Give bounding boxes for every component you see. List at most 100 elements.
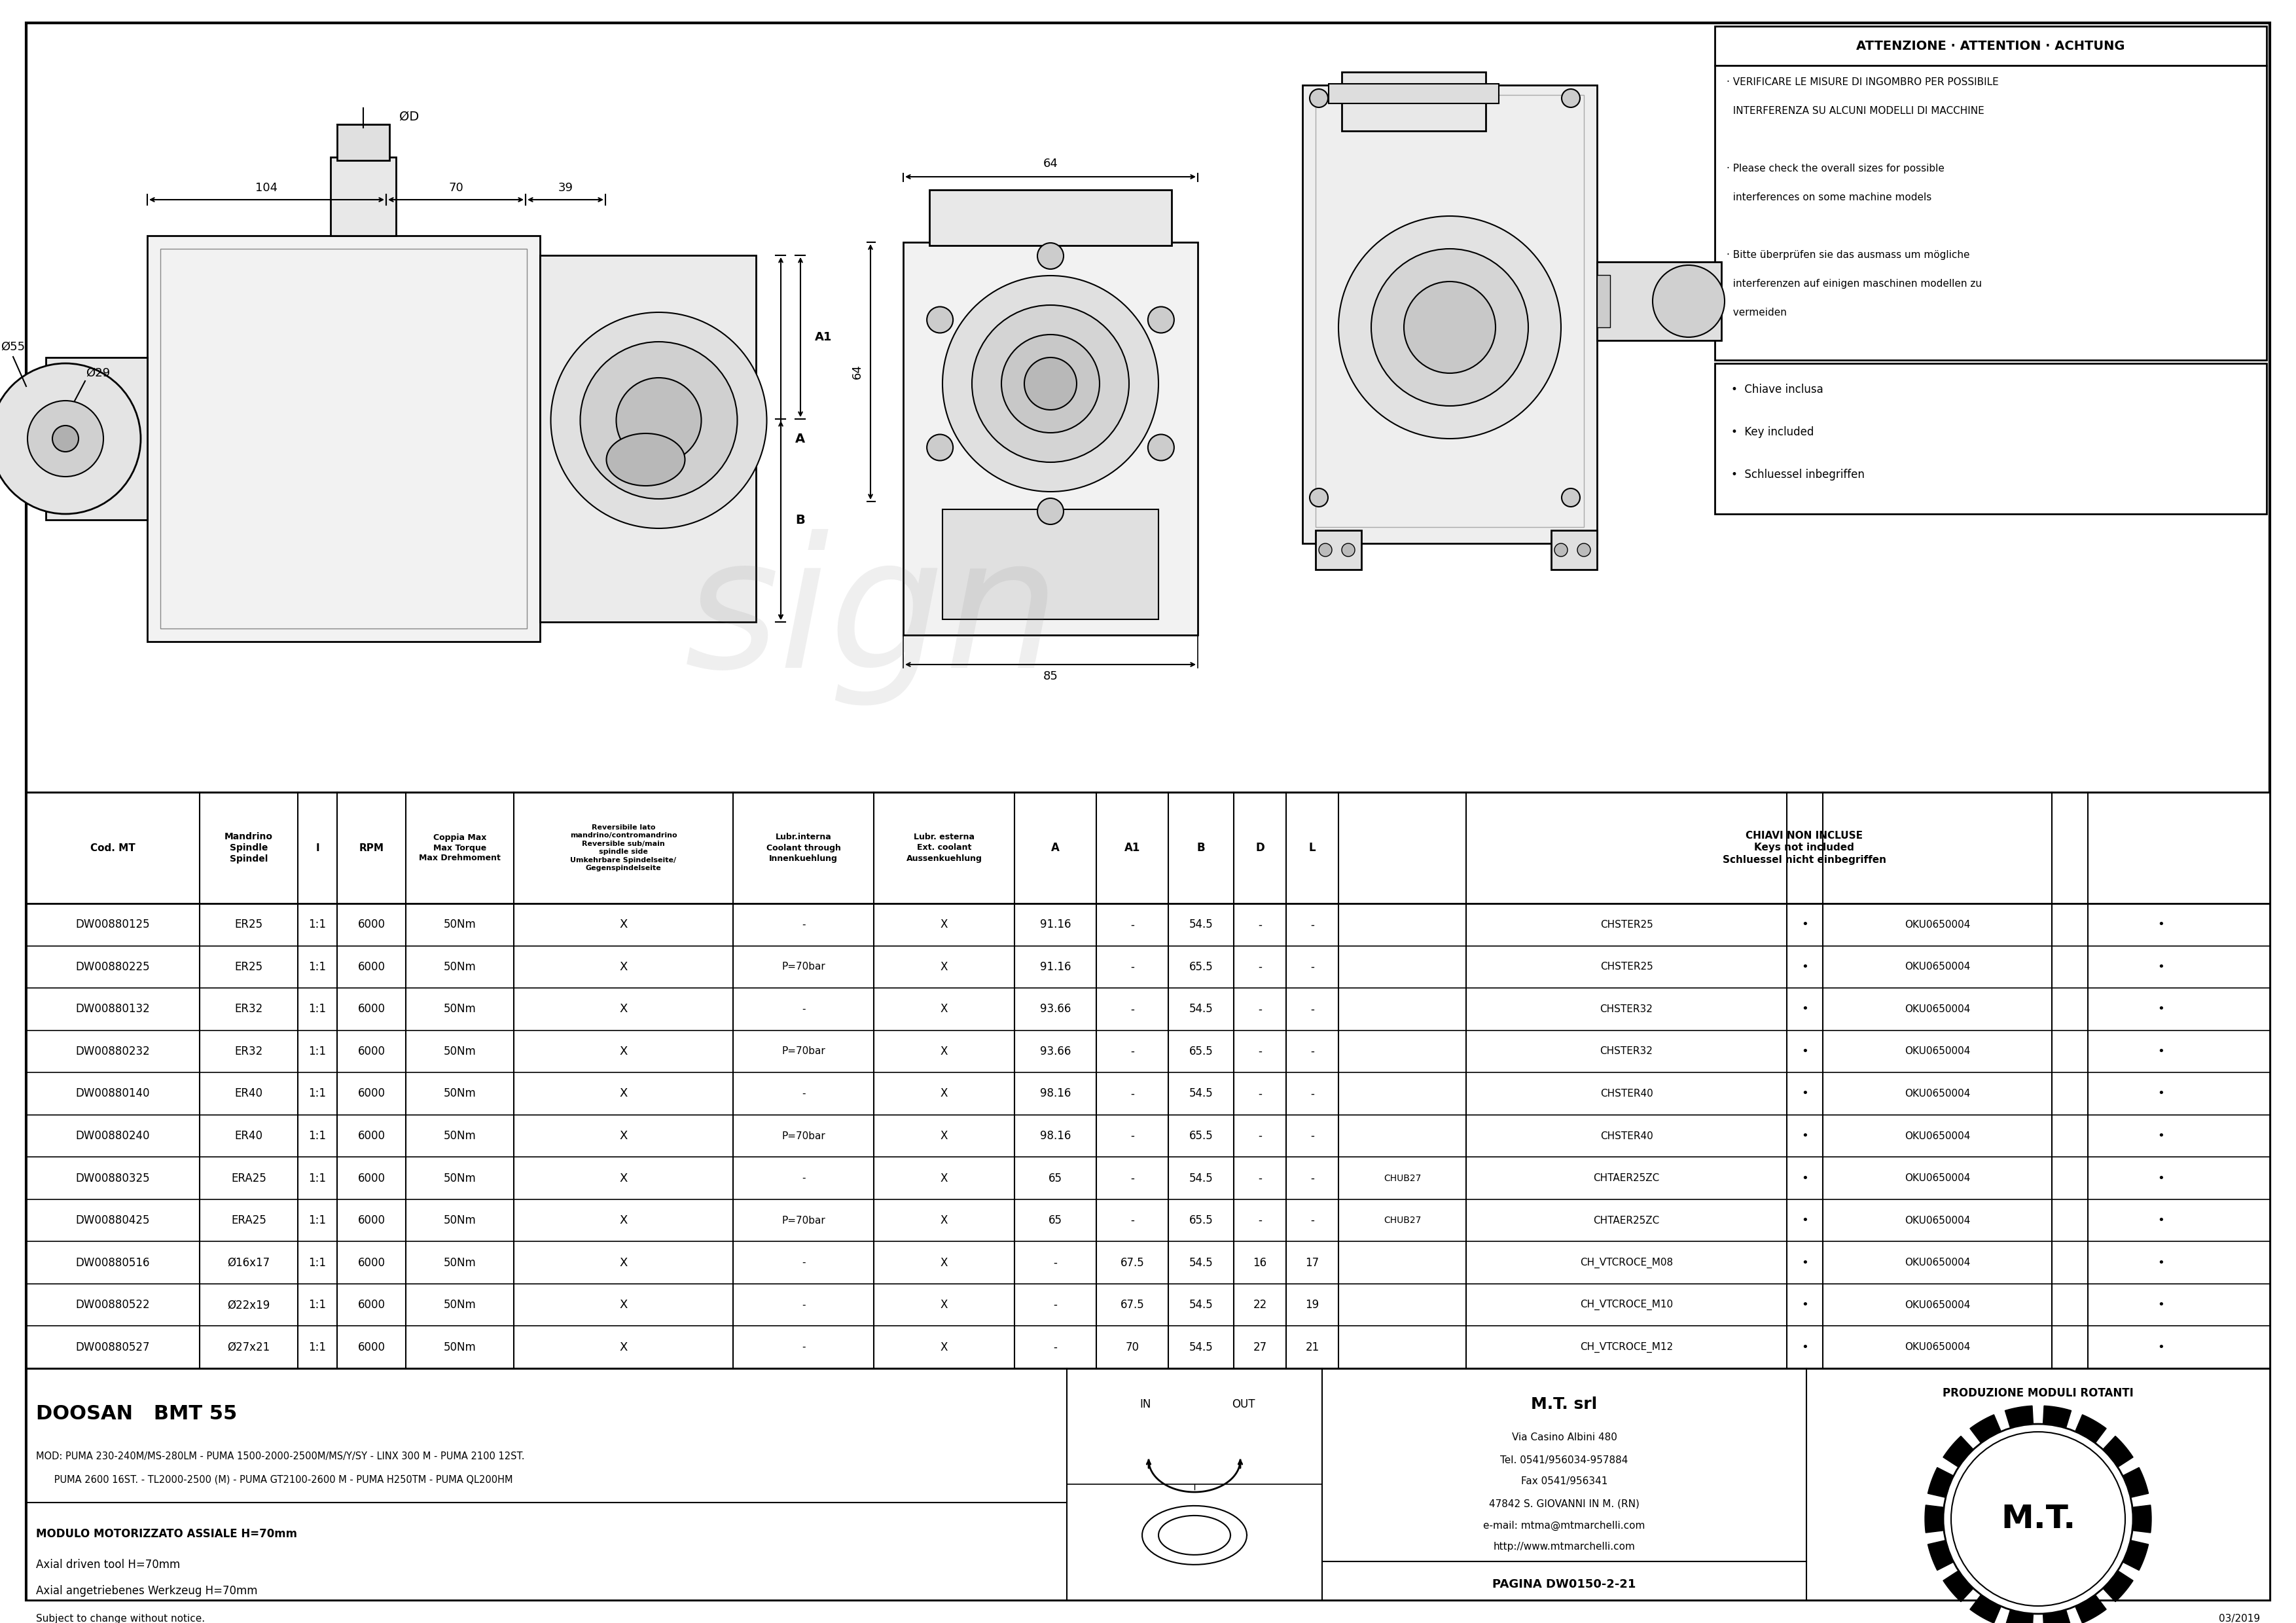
- Text: 6000: 6000: [358, 1045, 386, 1057]
- Text: CHSTER32: CHSTER32: [1600, 1005, 1653, 1014]
- Text: CHUB27: CHUB27: [1384, 1173, 1421, 1183]
- Text: -: -: [801, 1300, 806, 1310]
- Text: -: -: [1311, 1172, 1313, 1185]
- Text: •: •: [2158, 1256, 2165, 1269]
- Text: Ø16x17: Ø16x17: [227, 1256, 271, 1269]
- Polygon shape: [2133, 1505, 2151, 1532]
- Text: OKU0650004: OKU0650004: [1903, 1258, 1970, 1268]
- Polygon shape: [2004, 1406, 2034, 1428]
- Text: •: •: [1802, 1214, 1809, 1227]
- Text: ER40: ER40: [234, 1087, 262, 1099]
- Text: DW00880232: DW00880232: [76, 1045, 149, 1057]
- Text: 93.66: 93.66: [1040, 1003, 1070, 1014]
- Text: X: X: [620, 1045, 627, 1057]
- Text: -: -: [1311, 1214, 1313, 1227]
- Text: •: •: [2158, 1214, 2165, 1227]
- Text: P=70bar: P=70bar: [781, 1047, 824, 1057]
- Text: X: X: [941, 1341, 948, 1354]
- Text: A1: A1: [1125, 842, 1141, 854]
- Text: OKU0650004: OKU0650004: [1903, 1300, 1970, 1310]
- Text: A: A: [794, 432, 806, 445]
- Text: -: -: [1311, 1045, 1313, 1057]
- Text: D: D: [1256, 842, 1265, 854]
- Text: -: -: [1311, 1130, 1313, 1143]
- Text: CHSTER25: CHSTER25: [1600, 962, 1653, 972]
- Text: DW00880140: DW00880140: [76, 1087, 149, 1099]
- Text: OKU0650004: OKU0650004: [1903, 1216, 1970, 1225]
- Text: ER40: ER40: [234, 1130, 262, 1143]
- Text: Ø27x21: Ø27x21: [227, 1341, 271, 1354]
- Text: 1:1: 1:1: [308, 1172, 326, 1185]
- Circle shape: [1403, 281, 1495, 373]
- Text: -: -: [1054, 1298, 1058, 1311]
- Text: A1: A1: [815, 331, 831, 342]
- Text: 98.16: 98.16: [1040, 1087, 1070, 1099]
- Text: 54.5: 54.5: [1189, 1256, 1212, 1269]
- Text: -: -: [1311, 1087, 1313, 1099]
- Text: 1:1: 1:1: [308, 961, 326, 972]
- Text: -: -: [1258, 961, 1263, 972]
- Text: •: •: [1802, 961, 1809, 972]
- Text: L: L: [1309, 842, 1316, 854]
- Polygon shape: [1970, 1595, 2002, 1623]
- Text: DW00880132: DW00880132: [76, 1003, 149, 1014]
- Text: CHTAER25ZC: CHTAER25ZC: [1593, 1216, 1660, 1225]
- Text: 19: 19: [1306, 1298, 1320, 1311]
- Text: -: -: [1258, 1130, 1263, 1143]
- Text: -: -: [801, 1089, 806, 1099]
- Text: -: -: [1054, 1256, 1058, 1269]
- Text: -: -: [1258, 919, 1263, 930]
- Text: DW00880527: DW00880527: [76, 1341, 149, 1354]
- Text: 1:1: 1:1: [308, 1256, 326, 1269]
- Polygon shape: [2124, 1467, 2149, 1498]
- Polygon shape: [1942, 1571, 1972, 1602]
- Text: -: -: [1130, 1214, 1134, 1227]
- Text: X: X: [941, 1003, 948, 1014]
- Text: Cod. MT: Cod. MT: [90, 842, 135, 852]
- Circle shape: [928, 307, 953, 333]
- Text: -: -: [1130, 1003, 1134, 1014]
- Polygon shape: [1929, 1467, 1954, 1498]
- Text: OUT: OUT: [1233, 1399, 1256, 1410]
- Text: X: X: [941, 961, 948, 972]
- Text: 54.5: 54.5: [1189, 919, 1212, 930]
- Text: •: •: [2158, 1130, 2165, 1143]
- Text: 1:1: 1:1: [308, 1087, 326, 1099]
- Text: •: •: [1802, 1341, 1809, 1354]
- Text: •: •: [1802, 1298, 1809, 1311]
- Text: •: •: [1802, 1130, 1809, 1143]
- Text: vermeiden: vermeiden: [1727, 308, 1786, 318]
- Text: e-mail: mtma@mtmarchelli.com: e-mail: mtma@mtmarchelli.com: [1483, 1521, 1646, 1530]
- Text: 50Nm: 50Nm: [443, 1003, 475, 1014]
- Text: X: X: [620, 961, 627, 972]
- Text: Subject to change without notice.: Subject to change without notice.: [37, 1613, 204, 1623]
- Text: X: X: [941, 1256, 948, 1269]
- Circle shape: [28, 401, 103, 477]
- Text: X: X: [620, 1172, 627, 1185]
- Polygon shape: [2076, 1595, 2105, 1623]
- Text: 91.16: 91.16: [1040, 961, 1070, 972]
- Bar: [25, 792, 2271, 904]
- Text: 39: 39: [558, 182, 574, 193]
- Text: M.T. srl: M.T. srl: [1531, 1396, 1598, 1412]
- Text: IN: IN: [1139, 1399, 1150, 1410]
- Text: 6000: 6000: [358, 1341, 386, 1354]
- Text: •: •: [1802, 1045, 1809, 1057]
- Text: 50Nm: 50Nm: [443, 919, 475, 930]
- Text: 91.16: 91.16: [1040, 919, 1070, 930]
- Text: OKU0650004: OKU0650004: [1903, 1047, 1970, 1057]
- Text: 50Nm: 50Nm: [443, 1341, 475, 1354]
- Text: ØD: ØD: [400, 110, 420, 123]
- Circle shape: [1339, 216, 1561, 438]
- Text: DW00880325: DW00880325: [76, 1172, 149, 1185]
- Polygon shape: [2103, 1571, 2133, 1602]
- Text: X: X: [620, 1003, 627, 1014]
- Text: 1:1: 1:1: [308, 919, 326, 930]
- Text: •: •: [2158, 1298, 2165, 1311]
- Text: X: X: [941, 919, 948, 930]
- Circle shape: [1561, 489, 1580, 506]
- Circle shape: [1038, 498, 1063, 524]
- Text: X: X: [620, 1256, 627, 1269]
- Text: •: •: [2158, 1341, 2165, 1354]
- Text: X: X: [620, 1087, 627, 1099]
